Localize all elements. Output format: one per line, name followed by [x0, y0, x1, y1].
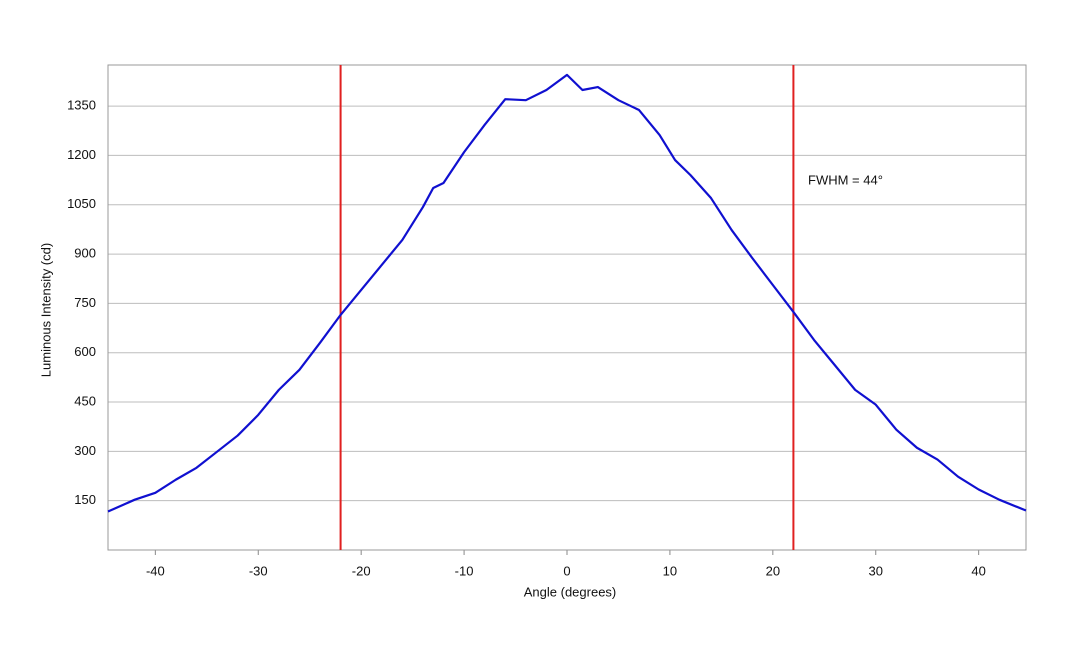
y-tick-label: 1050: [67, 196, 96, 211]
x-tick-label: 0: [563, 563, 570, 578]
y-tick-label: 750: [74, 295, 96, 310]
x-axis-label: Angle (degrees): [524, 584, 617, 599]
x-tick-label: 40: [971, 563, 985, 578]
y-tick-label: 300: [74, 443, 96, 458]
annotation: FWHM = 44°: [808, 172, 883, 187]
x-tick-label: -40: [146, 563, 165, 578]
y-tick-label: 450: [74, 393, 96, 408]
series-line: [107, 73, 1027, 513]
y-axis-label: Luminous Intensity (cd): [38, 243, 53, 377]
x-tick-label: 30: [869, 563, 883, 578]
x-tick-label: -20: [352, 563, 371, 578]
plot-frame: [107, 64, 1027, 551]
y-tick-label: 1350: [67, 98, 96, 113]
x-tick-label: -10: [455, 563, 474, 578]
y-tick-label: 900: [74, 246, 96, 261]
x-tick-label: 10: [663, 563, 677, 578]
y-tick-label: 150: [74, 492, 96, 507]
y-tick-label: 600: [74, 344, 96, 359]
x-tick-label: 20: [766, 563, 780, 578]
x-tick-label: -30: [249, 563, 268, 578]
y-tick-label: 1200: [67, 147, 96, 162]
